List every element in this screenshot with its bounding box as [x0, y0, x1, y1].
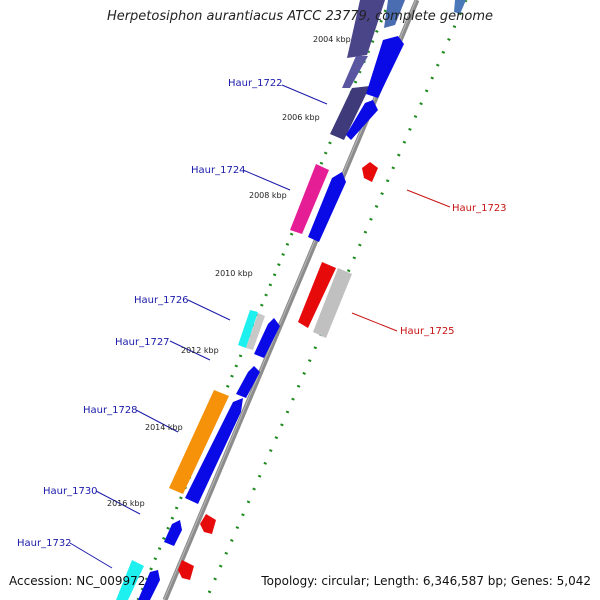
gene-haur-1722	[330, 86, 370, 140]
gene-haur-1732-blue	[138, 570, 160, 600]
gene-haur-1724	[290, 164, 329, 234]
callout-lines	[69, 84, 451, 569]
gene-haur-1726-cyan	[238, 310, 258, 348]
gene-label-haur-1722: Haur_1722	[228, 78, 283, 89]
scale-label-2012: 2012 kbp	[181, 346, 219, 355]
gene-forward-1728	[185, 398, 243, 504]
gene-haur-1726-grey	[246, 313, 265, 350]
gene-forward-1726	[254, 318, 280, 358]
gene-haur-1730	[164, 520, 182, 546]
gene-block-1722b	[342, 56, 368, 88]
gene-label-haur-1723: Haur_1723	[452, 203, 507, 214]
gene-haur-1723	[362, 162, 378, 182]
gene-haur-1725-red	[298, 262, 336, 328]
gene-label-haur-1724: Haur_1724	[191, 165, 246, 176]
scale-label-2010: 2010 kbp	[215, 269, 253, 278]
gene-label-haur-1730: Haur_1730	[43, 486, 98, 497]
gene-label-haur-1727: Haur_1727	[115, 337, 170, 348]
gene-forward-1722	[366, 36, 404, 98]
genome-backbone	[162, 0, 420, 600]
gene-reverse-1730	[200, 514, 216, 534]
genome-title: Herpetosiphon aurantiacus ATCC 23779, co…	[106, 9, 494, 24]
gene-label-haur-1725: Haur_1725	[400, 326, 455, 337]
gene-haur-1725-grey	[313, 268, 352, 338]
scale-label-2016: 2016 kbp	[107, 499, 145, 508]
accession-label: Accession: NC_009972	[9, 574, 146, 588]
gene-label-haur-1726: Haur_1726	[134, 295, 189, 306]
gene-haur-1728	[169, 390, 229, 494]
gene-block-top-3	[454, 0, 466, 14]
scale-label-2006: 2006 kbp	[282, 113, 320, 122]
gene-block-top-1	[347, 0, 385, 58]
genome-summary: Topology: circular; Length: 6,346,587 bp…	[261, 574, 591, 588]
gene-forward-1724	[308, 172, 346, 242]
gene-reverse-1732	[178, 560, 194, 580]
scale-label-2008: 2008 kbp	[249, 191, 287, 200]
scale-label-2004: 2004 kbp	[313, 35, 351, 44]
gene-forward-1722b	[346, 100, 378, 140]
gene-label-haur-1728: Haur_1728	[83, 405, 138, 416]
backbone-highlight	[163, 0, 417, 600]
gene-block-top-2	[384, 0, 405, 28]
scale-label-2014: 2014 kbp	[145, 423, 183, 432]
gene-label-haur-1732: Haur_1732	[17, 538, 72, 549]
gene-haur-1727	[236, 366, 260, 398]
gene-haur-1732-cyan	[116, 560, 144, 600]
